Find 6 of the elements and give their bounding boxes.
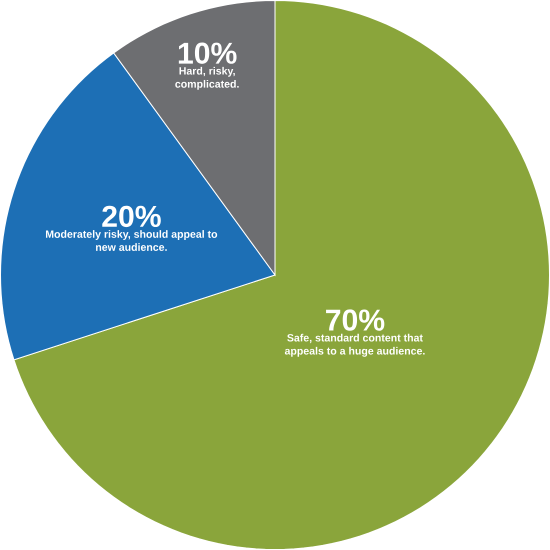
data-label: 20% [102,206,161,228]
slice-label: Safe, standard content that appeals to a huge audience. [284,334,425,357]
data-label: 70% [326,309,384,331]
data-label: 10% [178,42,237,64]
slice-label: Hard, risky, complicated. [175,66,239,90]
slice-label: Moderately risky, should appeal to new audience. [46,230,218,251]
